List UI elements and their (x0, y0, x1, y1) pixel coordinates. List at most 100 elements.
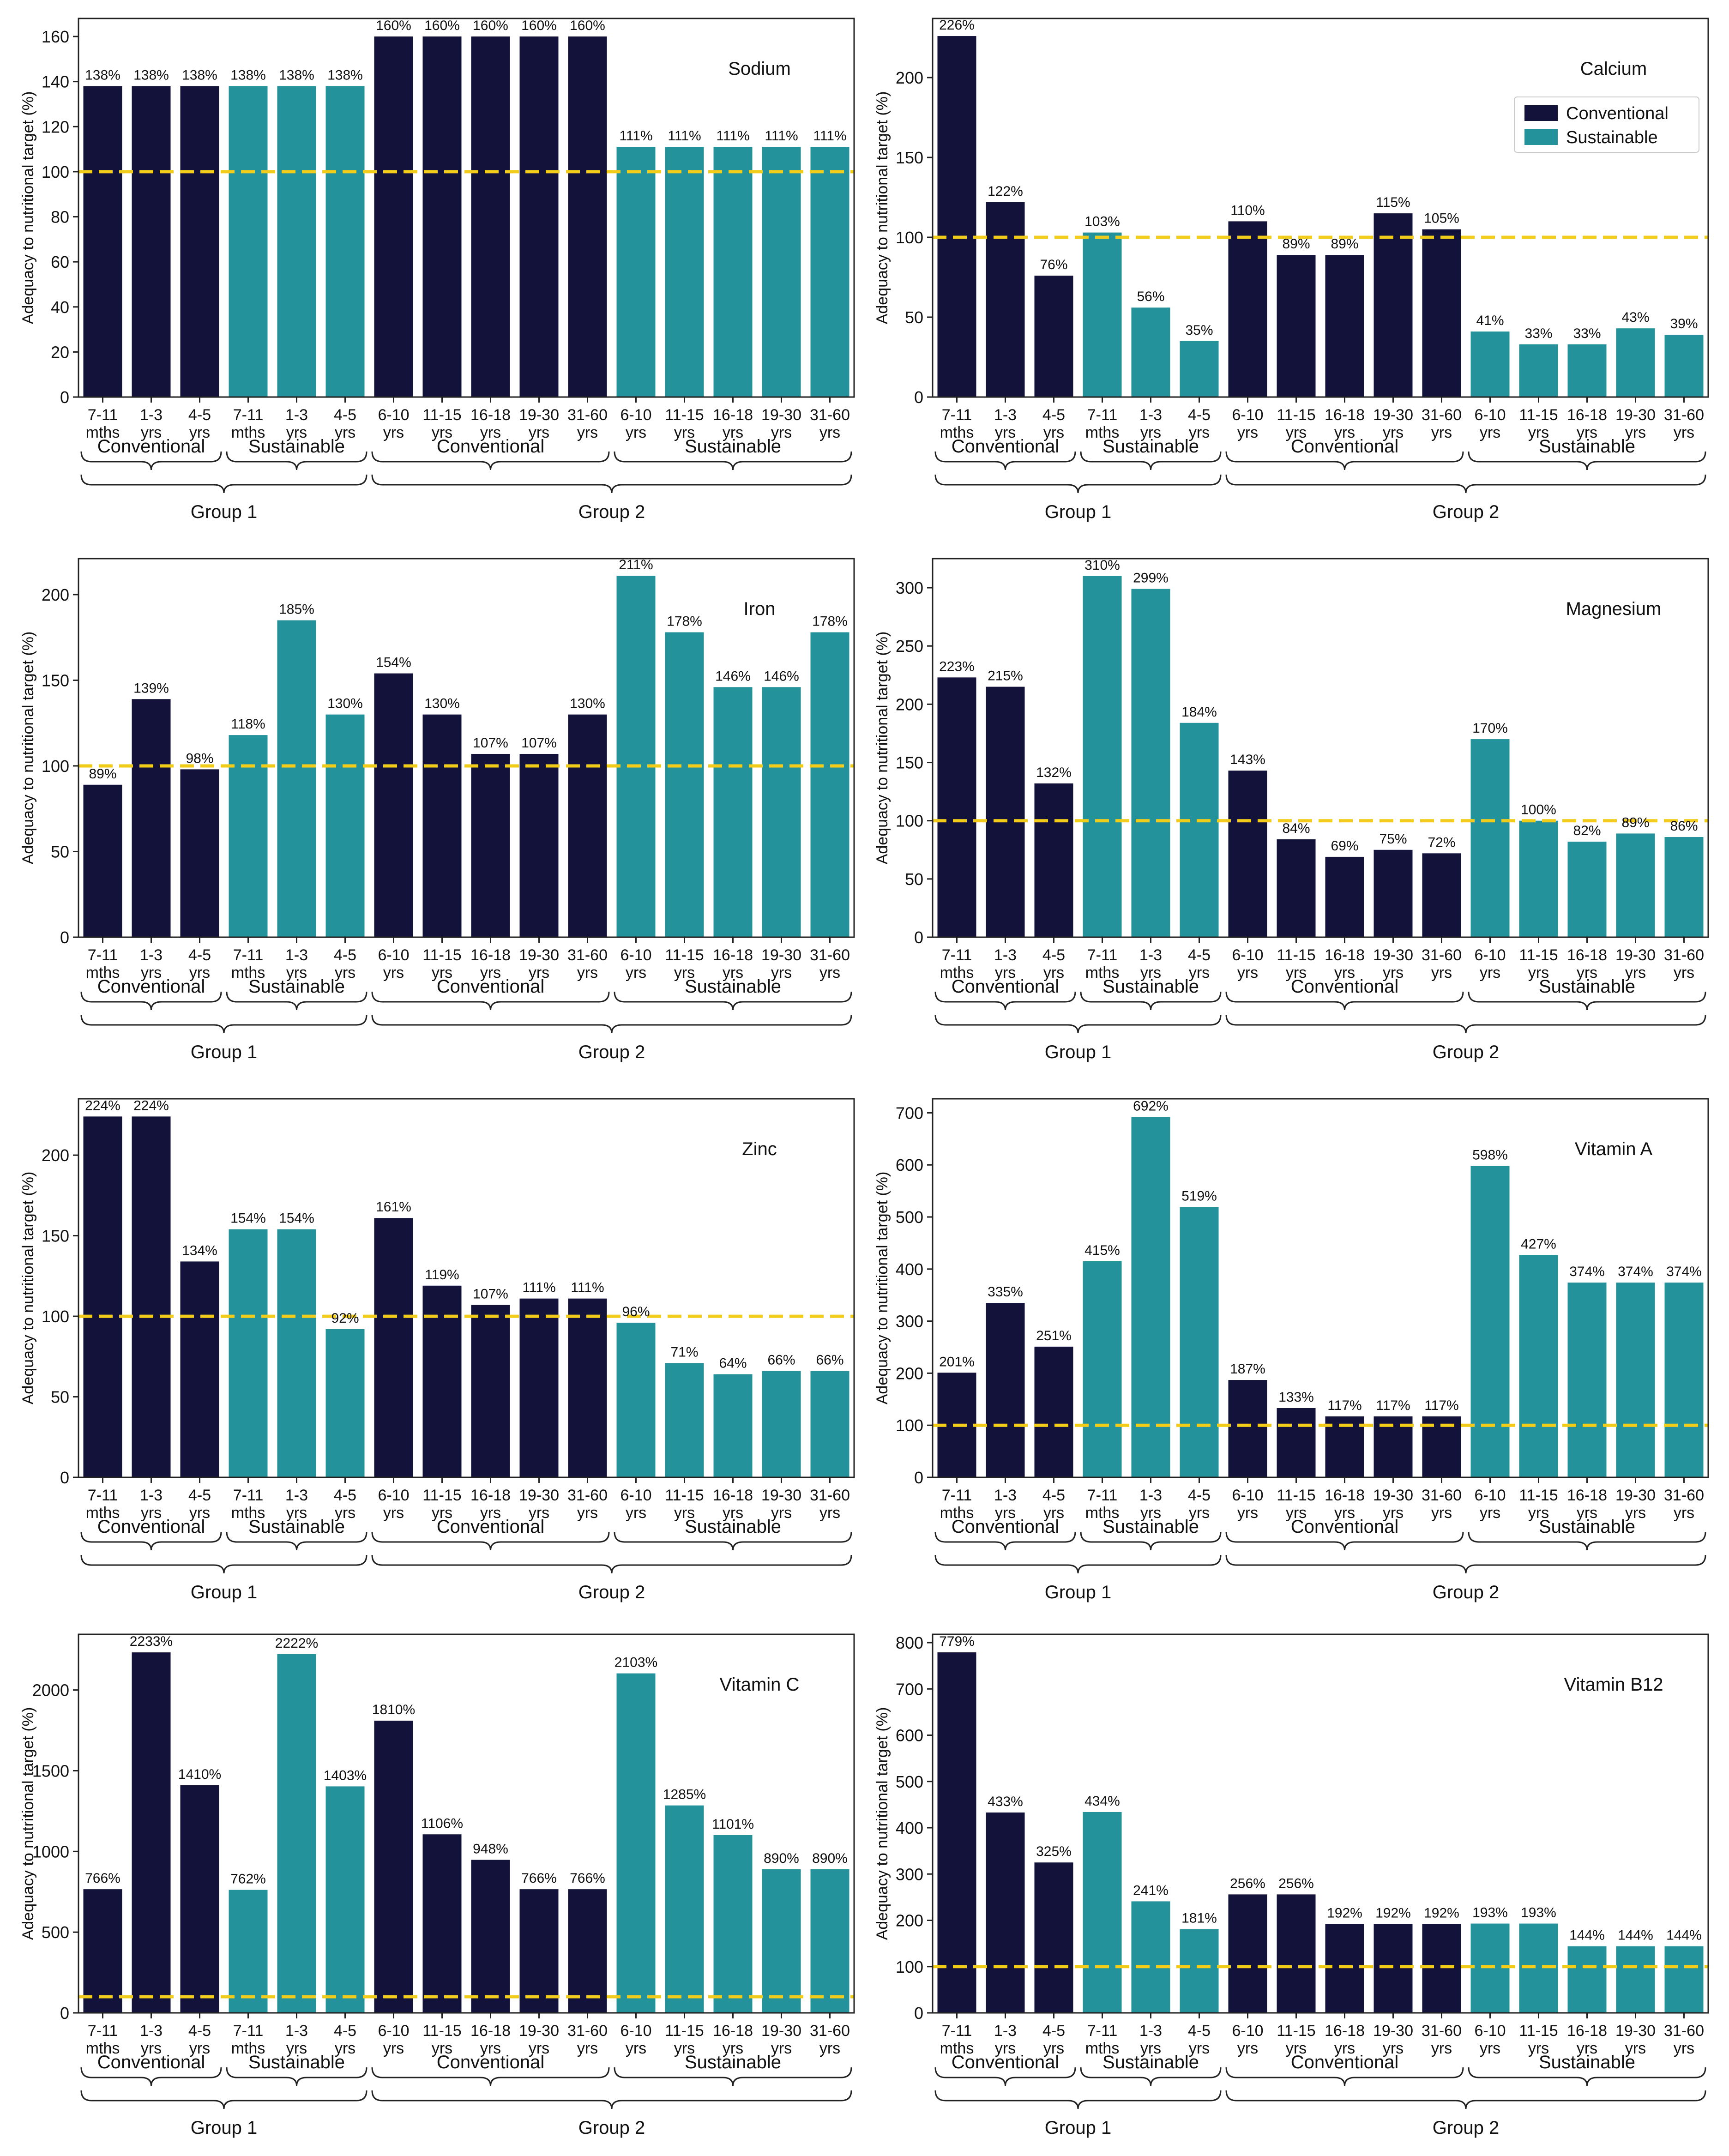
bar-vitamin-b12-11 (1470, 1923, 1510, 2013)
x-tick-label-vitamin-c-10-0: 31-60 (567, 2022, 608, 2040)
x-tick-label-iron-9-0: 19-30 (519, 946, 559, 964)
x-tick-label-vitamin-b12-2-1: yrs (1043, 2040, 1064, 2057)
x-tick-label-vitamin-c-7-1: yrs (432, 2040, 452, 2057)
bar-zinc-2 (180, 1261, 219, 1477)
data-label-vitamin-b12-3: 434% (1084, 1794, 1120, 1809)
bar-iron-8 (471, 753, 510, 937)
x-tick-label-vitamin-b12-11-0: 6-10 (1474, 2022, 1506, 2040)
x-tick-label-vitamin-b12-14-0: 19-30 (1615, 2022, 1656, 2040)
x-tick-label-sodium-15-1: yrs (819, 424, 840, 441)
x-tick-label-vitamin-c-6-1: yrs (383, 2040, 404, 2057)
data-label-magnesium-7: 84% (1282, 821, 1310, 836)
x-tick-label-sodium-3-0: 7-11 (233, 406, 264, 424)
y-tick-label-vitamin-c-0: 0 (60, 2004, 69, 2023)
data-label-zinc-12: 71% (670, 1344, 698, 1360)
data-label-vitamin-c-15: 890% (812, 1851, 848, 1866)
diet-brace-vitamin-c-1 (226, 2067, 367, 2086)
bar-vitamin-b12-0 (937, 1652, 976, 2013)
bar-sodium-2 (180, 86, 219, 397)
diet-label-vitamin-a-2: Conventional (1291, 1517, 1399, 1537)
y-tick-label-vitamin-c-1: 500 (42, 1923, 69, 1942)
data-label-vitamin-c-6: 1810% (372, 1702, 415, 1717)
x-tick-label-zinc-15-0: 31-60 (810, 1487, 850, 1504)
data-label-magnesium-8: 69% (1331, 838, 1358, 854)
group-brace-sodium-0 (80, 474, 367, 494)
x-tick-label-magnesium-10-1: yrs (1431, 964, 1452, 982)
group-brace-vitamin-a-0 (934, 1554, 1222, 1574)
bar-vitamin-a-2 (1034, 1346, 1073, 1477)
x-tick-label-vitamin-c-6-0: 6-10 (378, 2022, 409, 2040)
x-tick-label-vitamin-b12-7-0: 11-15 (1277, 2022, 1315, 2040)
x-tick-label-vitamin-c-3-0: 7-11 (233, 2022, 264, 2040)
bar-iron-13 (713, 687, 753, 937)
bar-vitamin-a-11 (1470, 1166, 1510, 1477)
chart-iron: 89% 139% 98% 118% 185% 130% 154% 130% 107% 107% 13… (19, 557, 855, 1062)
chart-vitamin-b12: 779% 433% 325% 434% 241% 181% 256% 256% 192% 192%… (874, 1633, 1709, 2138)
data-label-sodium-4: 138% (279, 67, 314, 83)
legend-label-conventional: Conventional (1566, 104, 1669, 123)
bar-vitamin-b12-9 (1374, 1924, 1413, 2013)
diet-label-zinc-0: Conventional (97, 1517, 205, 1537)
x-tick-label-zinc-8-0: 16-18 (470, 1487, 511, 1504)
chart-title-magnesium: Magnesium (1566, 599, 1662, 619)
x-tick-label-magnesium-8-0: 16-18 (1325, 946, 1365, 964)
x-tick-label-sodium-1-0: 1-3 (140, 406, 163, 424)
diet-label-vitamin-b12-1: Sustainable (1102, 2052, 1199, 2072)
group-label-vitamin-a-1: Group 2 (1433, 1582, 1500, 1602)
panel-sodium: 138% 138% 138% 138% 138% 138% 160% 160% 160% 160%… (14, 9, 863, 540)
y-tick-label-magnesium-0: 0 (914, 928, 923, 947)
x-tick-label-vitamin-a-2-1: yrs (1043, 1504, 1064, 1522)
x-tick-label-zinc-9-0: 19-30 (519, 1487, 559, 1504)
bar-sodium-13 (713, 147, 753, 397)
x-tick-label-magnesium-11-0: 6-10 (1474, 946, 1506, 964)
data-label-vitamin-c-11: 2103% (614, 1655, 657, 1670)
data-label-vitamin-a-0: 201% (939, 1354, 975, 1369)
data-label-vitamin-a-12: 427% (1521, 1236, 1556, 1252)
diet-label-magnesium-1: Sustainable (1102, 976, 1199, 997)
panel-iron: 89% 139% 98% 118% 185% 130% 154% 130% 107% 107% 13… (14, 549, 863, 1080)
y-tick-label-sodium-1: 20 (51, 343, 69, 361)
diet-label-sodium-2: Conventional (437, 436, 545, 457)
bar-iron-4 (277, 620, 316, 937)
y-tick-label-calcium-1: 50 (905, 308, 923, 327)
group-brace-iron-1 (371, 1014, 852, 1034)
data-label-magnesium-2: 132% (1036, 765, 1072, 780)
x-tick-label-vitamin-c-14-0: 19-30 (761, 2022, 801, 2040)
chart-calcium: 226% 122% 76% 103% 56% 35% 110% 89% 89% 115% 105% 4… (874, 18, 1709, 522)
x-tick-label-zinc-14-1: yrs (771, 1504, 792, 1522)
x-tick-label-magnesium-2-1: yrs (1043, 964, 1064, 982)
diet-brace-sodium-3 (614, 451, 852, 470)
x-tick-label-calcium-15-1: yrs (1674, 424, 1694, 441)
x-tick-label-zinc-4-1: yrs (286, 1504, 307, 1522)
x-tick-label-calcium-2-0: 4-5 (1042, 406, 1065, 424)
bar-vitamin-c-5 (325, 1786, 365, 2013)
data-label-vitamin-b12-10: 192% (1424, 1906, 1459, 1921)
x-tick-label-vitamin-c-15-0: 31-60 (810, 2022, 850, 2040)
y-axis-label-calcium: Adequacy to nutritional target (%) (874, 91, 891, 325)
x-tick-label-iron-11-1: yrs (626, 964, 646, 982)
diet-brace-zinc-2 (371, 1531, 610, 1551)
x-tick-label-sodium-10-0: 31-60 (567, 406, 608, 424)
bar-vitamin-c-10 (568, 1889, 607, 2013)
diet-brace-vitamin-c-0 (80, 2067, 222, 2086)
y-tick-label-vitamin-b12-7: 700 (896, 1680, 923, 1698)
x-tick-label-magnesium-13-1: yrs (1577, 964, 1597, 982)
bar-iron-15 (810, 632, 849, 937)
group-brace-vitamin-c-0 (80, 2090, 367, 2109)
data-label-iron-9: 107% (521, 735, 557, 751)
data-label-iron-11: 211% (619, 557, 653, 572)
diet-label-iron-1: Sustainable (248, 976, 345, 997)
data-label-sodium-13: 111% (716, 128, 749, 144)
x-tick-label-iron-5-0: 4-5 (334, 946, 356, 964)
bar-sodium-12 (665, 147, 704, 397)
diet-label-vitamin-b12-3: Sustainable (1539, 2052, 1635, 2072)
x-tick-label-vitamin-c-8-1: yrs (480, 2040, 501, 2057)
data-label-zinc-13: 64% (719, 1356, 747, 1371)
y-tick-label-sodium-6: 120 (42, 117, 69, 136)
diet-label-vitamin-a-0: Conventional (952, 1517, 1060, 1537)
diet-brace-vitamin-a-3 (1468, 1531, 1706, 1551)
data-label-magnesium-12: 100% (1521, 802, 1556, 818)
x-tick-label-zinc-6-1: yrs (383, 1504, 404, 1522)
x-tick-label-calcium-5-1: yrs (1189, 424, 1210, 441)
y-tick-label-vitamin-b12-0: 0 (914, 2004, 923, 2023)
